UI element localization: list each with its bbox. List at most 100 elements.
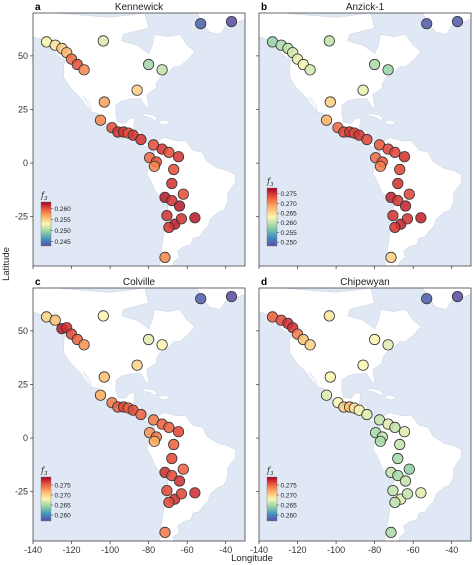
- population-point: 0.261: [172, 151, 185, 163]
- y-tick-label: 25: [18, 379, 28, 389]
- population-point: 0.275: [387, 210, 399, 222]
- points: 0.2530.2540.2550.2560.2590.2600.2580.252…: [40, 16, 238, 263]
- population-point: 0.275: [389, 221, 401, 233]
- population-point: 0.267: [382, 339, 394, 351]
- population-point: 0.243: [225, 16, 238, 28]
- population-point: 0.251: [156, 64, 168, 76]
- population-point: 0.274: [394, 163, 406, 176]
- population-point: 0.268: [156, 339, 168, 351]
- colorbar-tick-label: 0.265: [281, 502, 298, 509]
- population-point: 0.271: [98, 371, 110, 383]
- population-point: 0.270: [131, 359, 143, 371]
- x-tick-label: -80: [368, 545, 381, 555]
- x-tick-label: -120: [63, 545, 81, 555]
- population-point: 0.266: [385, 251, 397, 263]
- population-point: 0.277: [189, 487, 201, 499]
- panel-title: Kennewick: [115, 2, 164, 13]
- population-point: 0.268: [368, 333, 381, 346]
- population-point: 0.274: [403, 188, 415, 200]
- colorbar-tick-label: 0.275: [55, 482, 72, 489]
- panel-frame: [258, 12, 472, 267]
- population-point: 0.269: [323, 310, 335, 322]
- population-point: 0.252: [97, 35, 109, 47]
- population-point: 0.270: [304, 339, 316, 351]
- population-point: 0.261: [135, 133, 147, 146]
- population-point: 0.272: [148, 435, 160, 447]
- colorbar-tick-label: 0.250: [281, 239, 298, 246]
- population-point: 0.275: [398, 151, 411, 163]
- population-point: 0.249: [421, 18, 433, 30]
- panel-frame: [32, 12, 246, 267]
- population-point: 0.277: [173, 475, 186, 487]
- population-point: 0.265: [385, 526, 397, 539]
- population-point: 0.260: [323, 35, 335, 47]
- colorbar-tick-label: 0.270: [55, 492, 72, 499]
- population-point: 0.266: [387, 484, 399, 497]
- panel-title: Anzick-1: [346, 2, 385, 13]
- population-point: 0.275: [401, 213, 413, 225]
- colorbar-label: f3: [40, 466, 48, 477]
- population-point: 0.257: [225, 290, 238, 303]
- panel-a: Kennewicka50250-250.2530.2540.2550.2560.…: [15, 2, 246, 269]
- population-point: 0.275: [177, 463, 189, 475]
- x-tick-label: -40: [219, 545, 232, 555]
- colorbar-gradient: [40, 201, 52, 247]
- population-point: 0.266: [401, 488, 413, 500]
- colorbar-tick-label: 0.260: [281, 220, 298, 227]
- colorbar-label: f3: [266, 466, 274, 477]
- population-point: 0.257: [451, 290, 464, 303]
- x-tick-label: -100: [101, 545, 119, 555]
- colorbar-tick-label: 0.270: [281, 492, 298, 499]
- population-point: 0.262: [173, 200, 186, 212]
- population-point: 0.274: [361, 133, 373, 146]
- population-point: 0.266: [394, 438, 406, 451]
- population-point: 0.267: [361, 408, 373, 421]
- points: 0.2700.2710.2780.2770.2760.2750.2730.268…: [40, 290, 238, 539]
- population-point: 0.274: [159, 526, 171, 539]
- population-point: 0.261: [166, 177, 178, 190]
- colorbar-gradient: [266, 476, 278, 522]
- colorbar-gradient: [266, 187, 278, 247]
- colorbar-tick-label: 0.260: [55, 206, 72, 213]
- population-point: 0.276: [166, 452, 178, 465]
- panel-letter: b: [261, 2, 267, 13]
- panel-d: Chipewyan d -140 -120 -100 -80 -60 -40 0.275 0.27…: [250, 277, 472, 555]
- x-tick-label: -60: [407, 545, 420, 555]
- land-shape: [384, 394, 398, 401]
- population-point: 0.259: [368, 58, 381, 71]
- y-tick-label: -25: [15, 487, 28, 497]
- population-point: 0.266: [324, 96, 336, 108]
- population-point: 0.276: [166, 469, 178, 482]
- population-point: 0.274: [389, 146, 401, 158]
- population-point: 0.275: [163, 421, 175, 433]
- population-point: 0.271: [49, 314, 61, 326]
- y-tick-label: -25: [15, 212, 28, 222]
- colorbar-tick-label: 0.255: [55, 217, 72, 224]
- population-point: 0.255: [131, 84, 143, 96]
- population-point: 0.258: [94, 114, 107, 126]
- population-point: 0.258: [421, 293, 433, 305]
- panel-c: Colville c -140 -120 -100 -80 -60 -40 50 25 0 -25 0.…: [15, 277, 246, 555]
- colorbar-tick-label: 0.275: [281, 191, 298, 198]
- population-point: 0.268: [320, 114, 333, 126]
- y-axis-label: Latitude: [1, 247, 12, 281]
- population-point: 0.275: [392, 177, 404, 190]
- population-point: 0.267: [398, 426, 411, 438]
- population-point: 0.265: [392, 469, 404, 482]
- population-point: 0.267: [320, 389, 333, 401]
- x-tick-label: -140: [250, 545, 268, 555]
- x-tick-label: -120: [289, 545, 307, 555]
- population-point: 0.267: [143, 333, 155, 346]
- colorbar-tick-label: 0.265: [55, 502, 72, 509]
- population-point: 0.276: [175, 488, 187, 500]
- panel-letter: c: [35, 277, 41, 288]
- x-tick-label: -80: [142, 545, 155, 555]
- population-point: 0.266: [389, 496, 401, 508]
- panel-frame: [32, 287, 246, 542]
- x-tick-label: -140: [24, 545, 42, 555]
- land-shape: [158, 119, 172, 126]
- colorbar-tick-label: 0.245: [55, 239, 72, 246]
- population-point: 0.266: [399, 475, 412, 487]
- points: 0.2580.2590.2600.2610.2620.2630.2610.260…: [266, 16, 464, 263]
